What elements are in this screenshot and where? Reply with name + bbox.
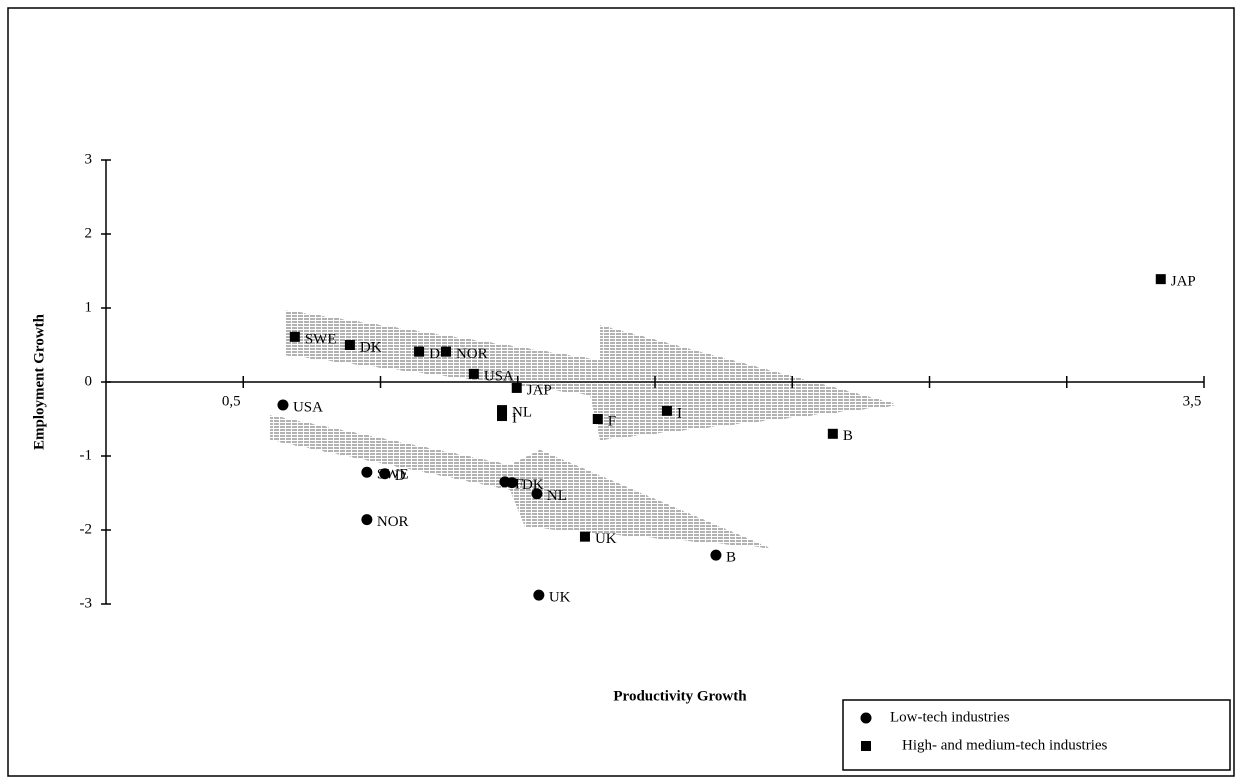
point-label: F: [515, 476, 523, 492]
point-label: I: [512, 410, 517, 426]
data-point: [277, 399, 289, 411]
point-label: SWE: [305, 331, 337, 347]
legend-marker: [861, 741, 871, 751]
point-label: F: [608, 413, 616, 429]
point-label: JAP: [1171, 274, 1196, 290]
data-point: [497, 411, 508, 422]
shaded-arrow: [285, 310, 900, 440]
data-point: [289, 331, 300, 342]
frame: [7, 7, 1235, 777]
data-point: [361, 514, 373, 526]
point-label: NOR: [456, 346, 488, 362]
x-tick-label: 3,5: [1183, 393, 1202, 409]
data-point: [592, 414, 603, 424]
legend: [842, 699, 1231, 771]
point-label: B: [843, 428, 853, 444]
point-label: USA: [484, 368, 514, 384]
data-point: [414, 346, 425, 357]
data-point: [1155, 274, 1166, 285]
y-tick-label: -2: [80, 521, 93, 537]
point-label: D: [395, 468, 406, 484]
data-point: [361, 466, 373, 478]
data-point: [440, 346, 451, 357]
y-tick-label: 0: [85, 373, 93, 389]
point-label: DK: [360, 339, 382, 355]
point-label: B: [726, 550, 736, 566]
point-label: NOR: [377, 514, 409, 530]
y-tick-label: -3: [80, 595, 93, 611]
data-point: [533, 589, 545, 601]
data-point: [827, 428, 838, 439]
y-tick-label: 1: [85, 299, 93, 315]
y-axis-title: Employment Growth: [31, 313, 47, 450]
data-point: [511, 382, 522, 393]
legend-label: Low-tech industries: [890, 709, 1010, 725]
point-label: UK: [549, 590, 571, 606]
data-point: [344, 340, 355, 350]
point-label: NL: [512, 405, 532, 421]
data-point: [661, 405, 672, 416]
legend-marker: [860, 712, 872, 724]
point-label: D: [429, 346, 440, 362]
data-point: [468, 368, 479, 379]
data-point: [379, 468, 391, 480]
point-label: I: [677, 405, 682, 421]
data-point: [506, 477, 518, 489]
x-tick-label: 0,5: [222, 393, 241, 409]
x-axis-title: Productivity Growth: [613, 688, 747, 704]
data-point: [531, 488, 543, 500]
y-tick-label: -1: [80, 447, 93, 463]
point-label: USA: [293, 399, 323, 415]
point-label: NL: [547, 488, 567, 504]
legend-label: High- and medium-tech industries: [902, 737, 1108, 753]
data-point: [710, 549, 722, 561]
data-point: [497, 405, 508, 416]
point-label: JAP: [527, 382, 552, 398]
point-label: UK: [595, 531, 617, 547]
shaded-arrow: [270, 415, 770, 548]
y-tick-label: 2: [85, 225, 93, 241]
data-point: [579, 531, 590, 542]
y-tick-label: 3: [85, 151, 93, 167]
